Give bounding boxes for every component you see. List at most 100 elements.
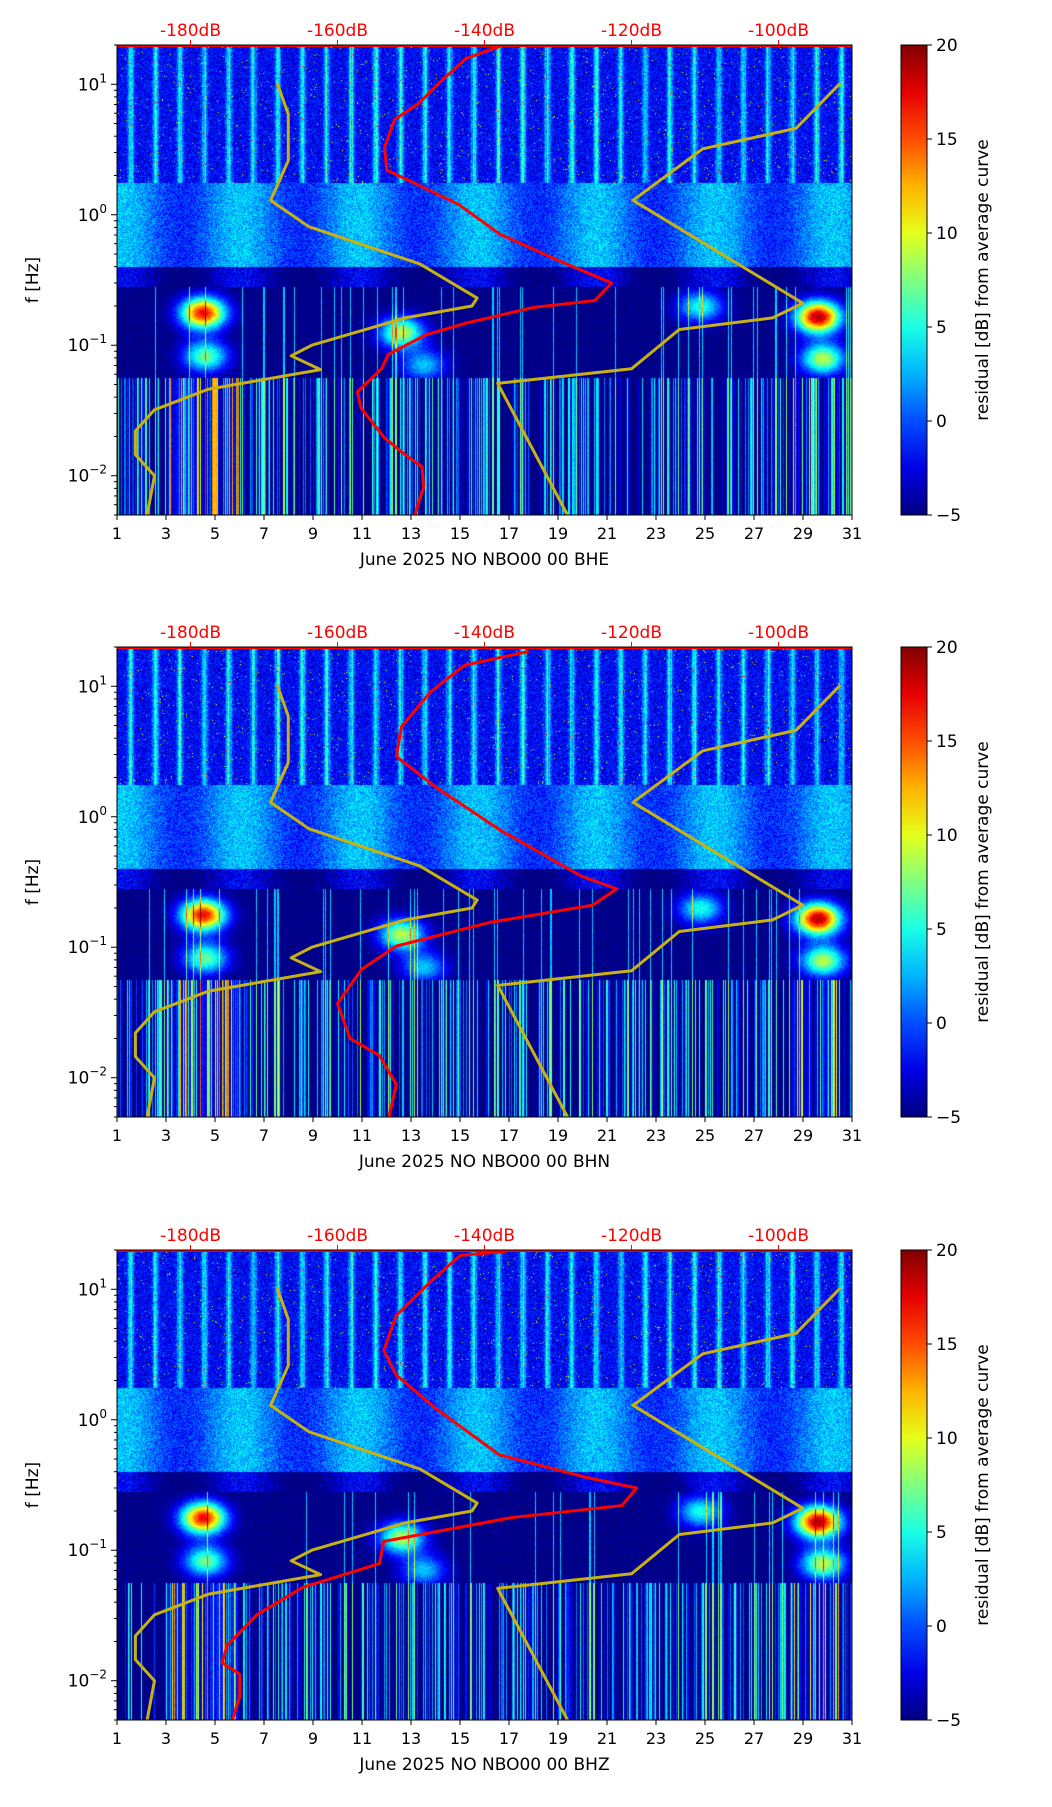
top-tick-label: -120dB [601,21,662,41]
x-tick-label: 29 [793,1729,813,1748]
colorbar-tick-label: 5 [936,920,947,940]
psd-curve [220,1250,639,1720]
top-tick-label: -120dB [601,1226,662,1246]
colorbar-tick-label: 0 [936,412,947,432]
spectrogram-image [117,647,852,1117]
x-tick-label: 25 [695,1729,715,1748]
x-tick-label: 25 [695,524,715,543]
x-tick-label: 17 [499,1126,519,1145]
spectrogram-image [117,1250,852,1720]
x-tick-label: 7 [259,524,269,543]
x-tick-label: 21 [597,524,617,543]
x-tick-label: 31 [842,524,862,543]
colorbar-tick-label: 10 [936,224,958,244]
nlnm-curve [133,684,479,1117]
y-tick-label: 101 [78,71,107,95]
y-tick-label: 10−2 [68,1668,107,1692]
x-tick-label: 5 [210,1126,220,1145]
top-tick-label: -140dB [454,1226,515,1246]
colorbar-tick-label: 5 [936,318,947,338]
x-tick-label: 3 [161,1126,171,1145]
y-tick-label: 100 [78,202,107,226]
colorbar-tick-label: 15 [936,1335,958,1355]
top-tick-label: -100dB [748,21,809,41]
y-tick-label: 10−1 [68,1537,107,1561]
x-tick-label: 17 [499,524,519,543]
x-tick-label: 21 [597,1729,617,1748]
colorbar-tick-label: 0 [936,1617,947,1637]
x-axis-label: June 2025 NO NBO00 00 BHZ [358,1755,609,1775]
top-tick-label: -100dB [748,623,809,643]
x-tick-label: 5 [210,1729,220,1748]
x-tick-label: 17 [499,1729,519,1748]
x-tick-label: 13 [401,1126,421,1145]
y-tick-label: 101 [78,1276,107,1300]
colorbar [900,1249,928,1721]
y-axis-label: f [Hz] [23,257,43,303]
y-tick-label: 10−1 [68,934,107,958]
plot-frame [116,44,853,516]
colorbar-tick-label: 10 [936,1429,958,1449]
nhnm-curve [496,684,842,1117]
colorbar-tick-label: −5 [936,1711,961,1731]
top-tick-label: -180dB [160,1226,221,1246]
x-tick-label: 19 [548,1126,568,1145]
nhnm-curve [496,82,842,515]
top-tick-label: -100dB [748,1226,809,1246]
x-tick-label: 25 [695,1126,715,1145]
x-tick-label: 9 [308,1126,318,1145]
x-tick-label: 15 [450,1126,470,1145]
x-tick-label: 31 [842,1729,862,1748]
colorbar-tick-label: 20 [936,1241,958,1261]
colorbar-tick-label: 5 [936,1523,947,1543]
x-tick-label: 13 [401,1729,421,1748]
x-tick-label: 27 [744,1126,764,1145]
y-tick-label: 10−1 [68,332,107,356]
nlnm-curve [133,1287,479,1720]
top-tick-label: -160dB [307,1226,368,1246]
colorbar-tick-label: 20 [936,36,958,56]
x-tick-label: 9 [308,524,318,543]
y-tick-label: 10−2 [68,1065,107,1089]
curves [133,45,842,515]
curves [133,649,842,1117]
x-tick-label: 23 [646,524,666,543]
plot-frame [116,646,853,1118]
x-tick-label: 27 [744,524,764,543]
x-tick-label: 11 [352,1729,372,1748]
y-axis-label: f [Hz] [23,1462,43,1508]
spectrogram-panel-1: 1 3 5 7 9 11 13 15 17 19 21 23 25 27 29 31 June 2025 NO … [0,0,1052,602]
x-tick-label: 15 [450,1729,470,1748]
x-tick-label: 3 [161,1729,171,1748]
y-axis-label: f [Hz] [23,859,43,905]
x-tick-label: 29 [793,1126,813,1145]
x-tick-label: 13 [401,524,421,543]
x-tick-label: 1 [112,1729,122,1748]
top-tick-label: -140dB [454,623,515,643]
top-tick-label: -120dB [601,623,662,643]
y-tick-label: 10−2 [68,463,107,487]
x-tick-label: 5 [210,524,220,543]
top-tick-label: -160dB [307,623,368,643]
x-tick-label: 27 [744,1729,764,1748]
x-tick-label: 23 [646,1729,666,1748]
y-tick-label: 100 [78,1407,107,1431]
x-tick-label: 29 [793,524,813,543]
colorbar-tick-label: 20 [936,638,958,658]
x-tick-label: 23 [646,1126,666,1145]
colorbar-tick-label: 15 [936,130,958,150]
x-axis-label: June 2025 NO NBO00 00 BHN [358,1152,610,1172]
colorbar-tick-label: −5 [936,1108,961,1128]
top-tick-label: -180dB [160,623,221,643]
x-tick-label: 15 [450,524,470,543]
colorbar-tick-label: 10 [936,826,958,846]
colorbar-label: residual [dB] from average curve [973,1344,993,1625]
x-tick-label: 11 [352,524,372,543]
x-tick-label: 19 [548,1729,568,1748]
colorbar-tick-label: 0 [936,1014,947,1034]
spectrogram-panel-2: 1 3 5 7 9 11 13 15 17 19 21 23 25 27 29 31 June 2025 NO … [0,602,1052,1204]
nhnm-curve [496,1287,842,1720]
